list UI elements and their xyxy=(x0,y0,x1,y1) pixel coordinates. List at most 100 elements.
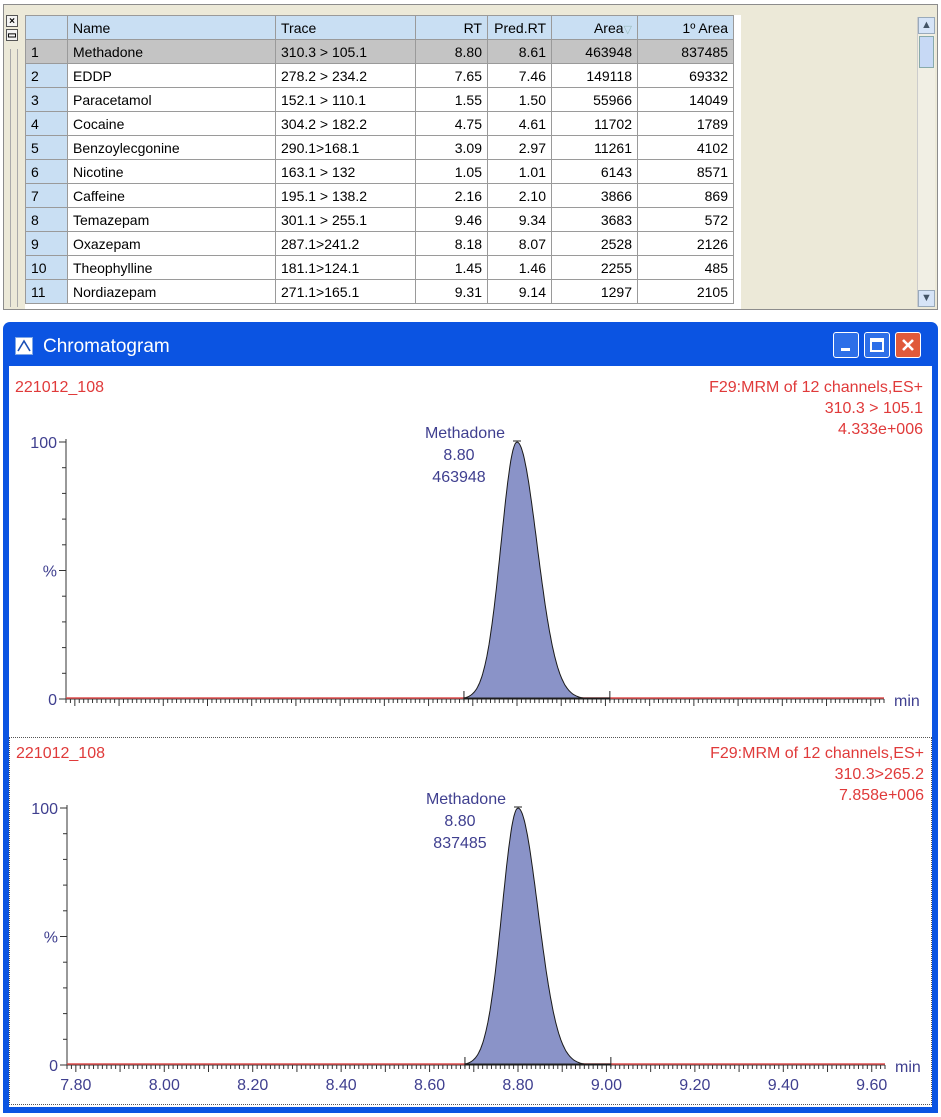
scroll-down-icon[interactable]: ▼ xyxy=(918,290,935,307)
minimize-icon xyxy=(841,348,850,351)
cell-pred_rt: 2.10 xyxy=(487,183,552,208)
cell-area: 11261 xyxy=(551,135,638,160)
intensity-label: 4.333e+006 xyxy=(838,421,923,438)
column-header-name[interactable]: Name xyxy=(67,15,276,40)
sort-descending-icon: ▽ xyxy=(623,23,632,36)
column-header-pred_rt[interactable]: Pred.RT xyxy=(487,15,552,40)
window-title: Chromatogram xyxy=(43,336,170,357)
close-button[interactable] xyxy=(895,332,921,358)
column-header-rt[interactable]: RT xyxy=(415,15,488,40)
chromatogram-client-area: 221012_108 F29:MRM of 12 channels,ES+ 310.… xyxy=(9,366,932,1107)
y-tick-label: 0 xyxy=(49,1058,58,1075)
cell-area1: 837485 xyxy=(637,39,734,64)
table-row[interactable]: 11 Nordiazepam 271.1>165.1 9.31 9.14 1297 2105 xyxy=(25,279,734,304)
table-row[interactable]: 3 Paracetamol 152.1 > 110.1 1.55 1.50 55966 14… xyxy=(25,87,734,112)
cell-trace: 310.3 > 105.1 xyxy=(275,39,416,64)
x-axis-unit: min xyxy=(894,693,920,710)
cell-idx: 11 xyxy=(25,279,68,304)
table-row[interactable]: 4 Cocaine 304.2 > 182.2 4.75 4.61 11702 1789 xyxy=(25,111,734,136)
column-header-label: 1º Area xyxy=(682,19,728,36)
column-header-label: Trace xyxy=(281,19,317,36)
cell-area1: 8571 xyxy=(637,159,734,184)
cell-pred_rt: 1.46 xyxy=(487,255,552,280)
cell-name: Methadone xyxy=(67,39,276,64)
cell-pred_rt: 4.61 xyxy=(487,111,552,136)
cell-area1: 485 xyxy=(637,255,734,280)
table-row[interactable]: 6 Nicotine 163.1 > 132 1.05 1.01 6143 8571 xyxy=(25,159,734,184)
transition-label: 310.3 > 105.1 xyxy=(825,400,923,417)
pane-resize-grip[interactable] xyxy=(10,49,18,307)
cell-idx: 9 xyxy=(25,231,68,256)
column-header-trace[interactable]: Trace xyxy=(275,15,416,40)
cell-rt: 4.75 xyxy=(415,111,488,136)
table-row[interactable]: 7 Caffeine 195.1 > 138.2 2.16 2.10 3866 869 xyxy=(25,183,734,208)
x-axis-unit: min xyxy=(895,1059,921,1076)
cell-rt: 3.09 xyxy=(415,135,488,160)
cell-idx: 2 xyxy=(25,63,68,88)
transition-label: 310.3>265.2 xyxy=(835,766,925,783)
cell-idx: 10 xyxy=(25,255,68,280)
table-header-row: Name Trace RT Pred.RT Area▽ 1º Area xyxy=(25,15,734,40)
table-row[interactable]: 1 Methadone 310.3 > 105.1 8.80 8.61 463948 837… xyxy=(25,39,734,64)
maximize-button[interactable] xyxy=(864,332,890,358)
results-table: Name Trace RT Pred.RT Area▽ 1º Area 1 Methadon… xyxy=(25,15,734,304)
methadone-peak xyxy=(464,807,611,1066)
cell-name: Oxazepam xyxy=(67,231,276,256)
function-label: F29:MRM of 12 channels,ES+ xyxy=(709,379,923,396)
column-header-label: Area xyxy=(593,19,624,36)
cell-area: 463948 xyxy=(551,39,638,64)
column-header-area[interactable]: Area▽ xyxy=(551,15,638,40)
cell-rt: 8.18 xyxy=(415,231,488,256)
cell-trace: 181.1>124.1 xyxy=(275,255,416,280)
x-tick-label: 8.20 xyxy=(237,1077,268,1094)
table-row[interactable]: 9 Oxazepam 287.1>241.2 8.18 8.07 2528 2126 xyxy=(25,231,734,256)
cell-idx: 6 xyxy=(25,159,68,184)
intensity-label: 7.858e+006 xyxy=(839,787,924,804)
peak-rt-label: 8.80 xyxy=(443,447,474,464)
table-row[interactable]: 10 Theophylline 181.1>124.1 1.45 1.46 2255 485 xyxy=(25,255,734,280)
cell-pred_rt: 1.50 xyxy=(487,87,552,112)
cell-area1: 14049 xyxy=(637,87,734,112)
chart-1: 221012_108 F29:MRM of 12 channels,ES+ 310.… xyxy=(15,379,923,710)
y-axis-label: % xyxy=(44,930,58,947)
window-titlebar[interactable]: Chromatogram xyxy=(3,322,938,366)
table-row[interactable]: 2 EDDP 278.2 > 234.2 7.65 7.46 149118 69332 xyxy=(25,63,734,88)
pane-buttons: × ▭ xyxy=(6,15,20,43)
table-row[interactable]: 8 Temazepam 301.1 > 255.1 9.46 9.34 3683 572 xyxy=(25,207,734,232)
x-tick-label: 7.80 xyxy=(60,1077,91,1094)
scroll-up-icon[interactable]: ▲ xyxy=(918,17,935,34)
minimize-button[interactable] xyxy=(833,332,859,358)
cell-area1: 69332 xyxy=(637,63,734,88)
y-tick-label: 100 xyxy=(30,435,57,452)
cell-name: EDDP xyxy=(67,63,276,88)
cell-area: 2528 xyxy=(551,231,638,256)
peak-name-label: Methadone xyxy=(425,425,505,442)
x-tick-label: 8.60 xyxy=(414,1077,445,1094)
chromatogram-icon xyxy=(15,337,33,355)
peak-area-label: 837485 xyxy=(433,835,486,852)
cell-name: Nordiazepam xyxy=(67,279,276,304)
cell-pred_rt: 2.97 xyxy=(487,135,552,160)
chromatogram-trace-2[interactable]: 221012_108 F29:MRM of 12 channels,ES+ 310.… xyxy=(9,737,932,1105)
cell-idx: 3 xyxy=(25,87,68,112)
table-vertical-scrollbar[interactable]: ▲ ▼ xyxy=(917,17,935,307)
x-tick-label: 8.40 xyxy=(326,1077,357,1094)
restore-pane-button[interactable]: ▭ xyxy=(6,29,18,41)
cell-area1: 869 xyxy=(637,183,734,208)
cell-pred_rt: 7.46 xyxy=(487,63,552,88)
methadone-peak xyxy=(463,441,610,700)
cell-area1: 2105 xyxy=(637,279,734,304)
column-header-idx[interactable] xyxy=(25,15,68,40)
table-row[interactable]: 5 Benzoylecgonine 290.1>168.1 3.09 2.97 11261… xyxy=(25,135,734,160)
close-pane-button[interactable]: × xyxy=(6,15,18,27)
chromatogram-trace-1[interactable]: 221012_108 F29:MRM of 12 channels,ES+ 310.… xyxy=(9,372,932,736)
cell-idx: 8 xyxy=(25,207,68,232)
cell-trace: 152.1 > 110.1 xyxy=(275,87,416,112)
scroll-thumb[interactable] xyxy=(919,36,934,68)
cell-name: Caffeine xyxy=(67,183,276,208)
column-header-area1[interactable]: 1º Area xyxy=(637,15,734,40)
y-tick-label: 100 xyxy=(31,801,58,818)
x-tick-label: 9.60 xyxy=(856,1077,887,1094)
cell-area1: 2126 xyxy=(637,231,734,256)
cell-area1: 572 xyxy=(637,207,734,232)
